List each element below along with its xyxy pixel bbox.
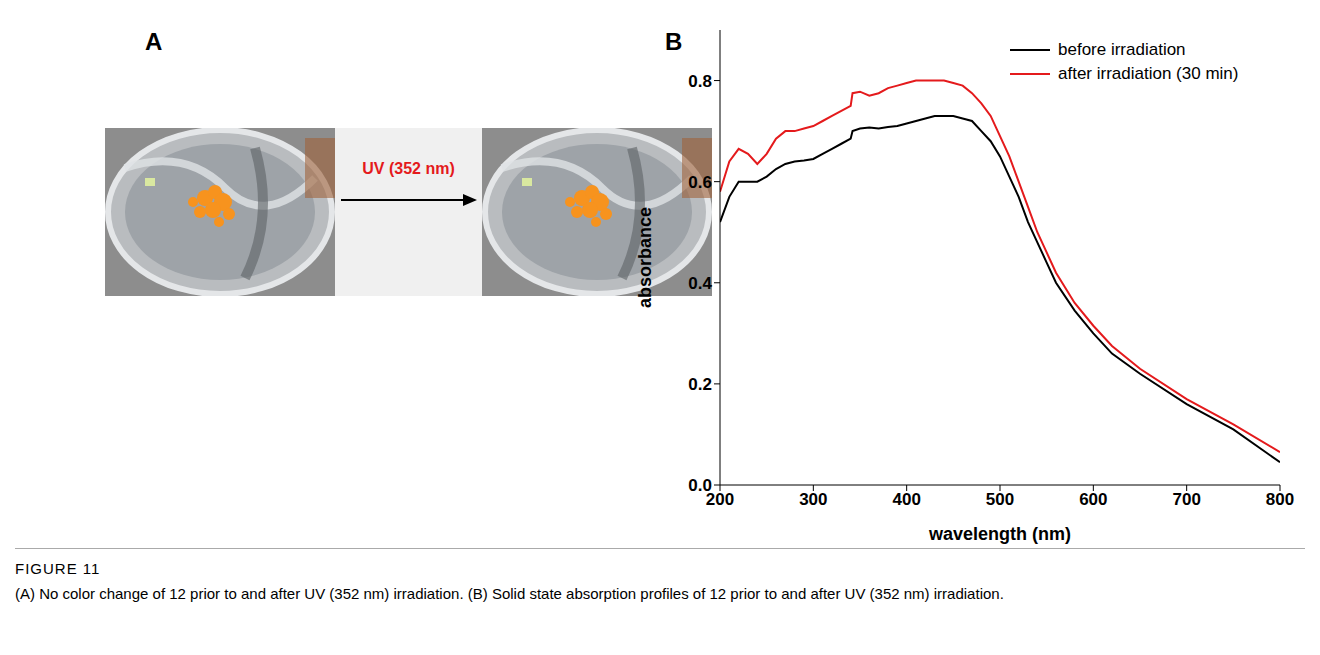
svg-text:0.0: 0.0 bbox=[688, 476, 712, 495]
svg-text:600: 600 bbox=[1079, 490, 1107, 509]
html-text:after irradiation (30 min): after irradiation (30 min) bbox=[1058, 64, 1239, 83]
svg-text:wavelength (nm): wavelength (nm) bbox=[928, 524, 1071, 544]
html-text:before irradiation: before irradiation bbox=[1058, 40, 1186, 59]
svg-text:300: 300 bbox=[799, 490, 827, 509]
html-text:UV (352 nm): UV (352 nm) bbox=[362, 160, 455, 177]
html-text:FIGURE 11: FIGURE 11 bbox=[15, 560, 101, 577]
svg-text:0.6: 0.6 bbox=[688, 173, 712, 192]
html-text:B: B bbox=[665, 28, 683, 55]
svg-text:0.2: 0.2 bbox=[688, 375, 712, 394]
svg-text:0.4: 0.4 bbox=[688, 274, 712, 293]
svg-text:500: 500 bbox=[986, 490, 1014, 509]
html-text:A: A bbox=[145, 28, 163, 55]
svg-text:absorbance: absorbance bbox=[635, 207, 655, 308]
svg-text:0.8: 0.8 bbox=[688, 72, 712, 91]
svg-text:800: 800 bbox=[1266, 490, 1294, 509]
svg-text:700: 700 bbox=[1172, 490, 1200, 509]
svg-text:400: 400 bbox=[892, 490, 920, 509]
svg-text:200: 200 bbox=[705, 490, 735, 510]
html-text:(A) No color change of 12 prio: (A) No color change of 12 prior to and a… bbox=[15, 585, 1004, 602]
